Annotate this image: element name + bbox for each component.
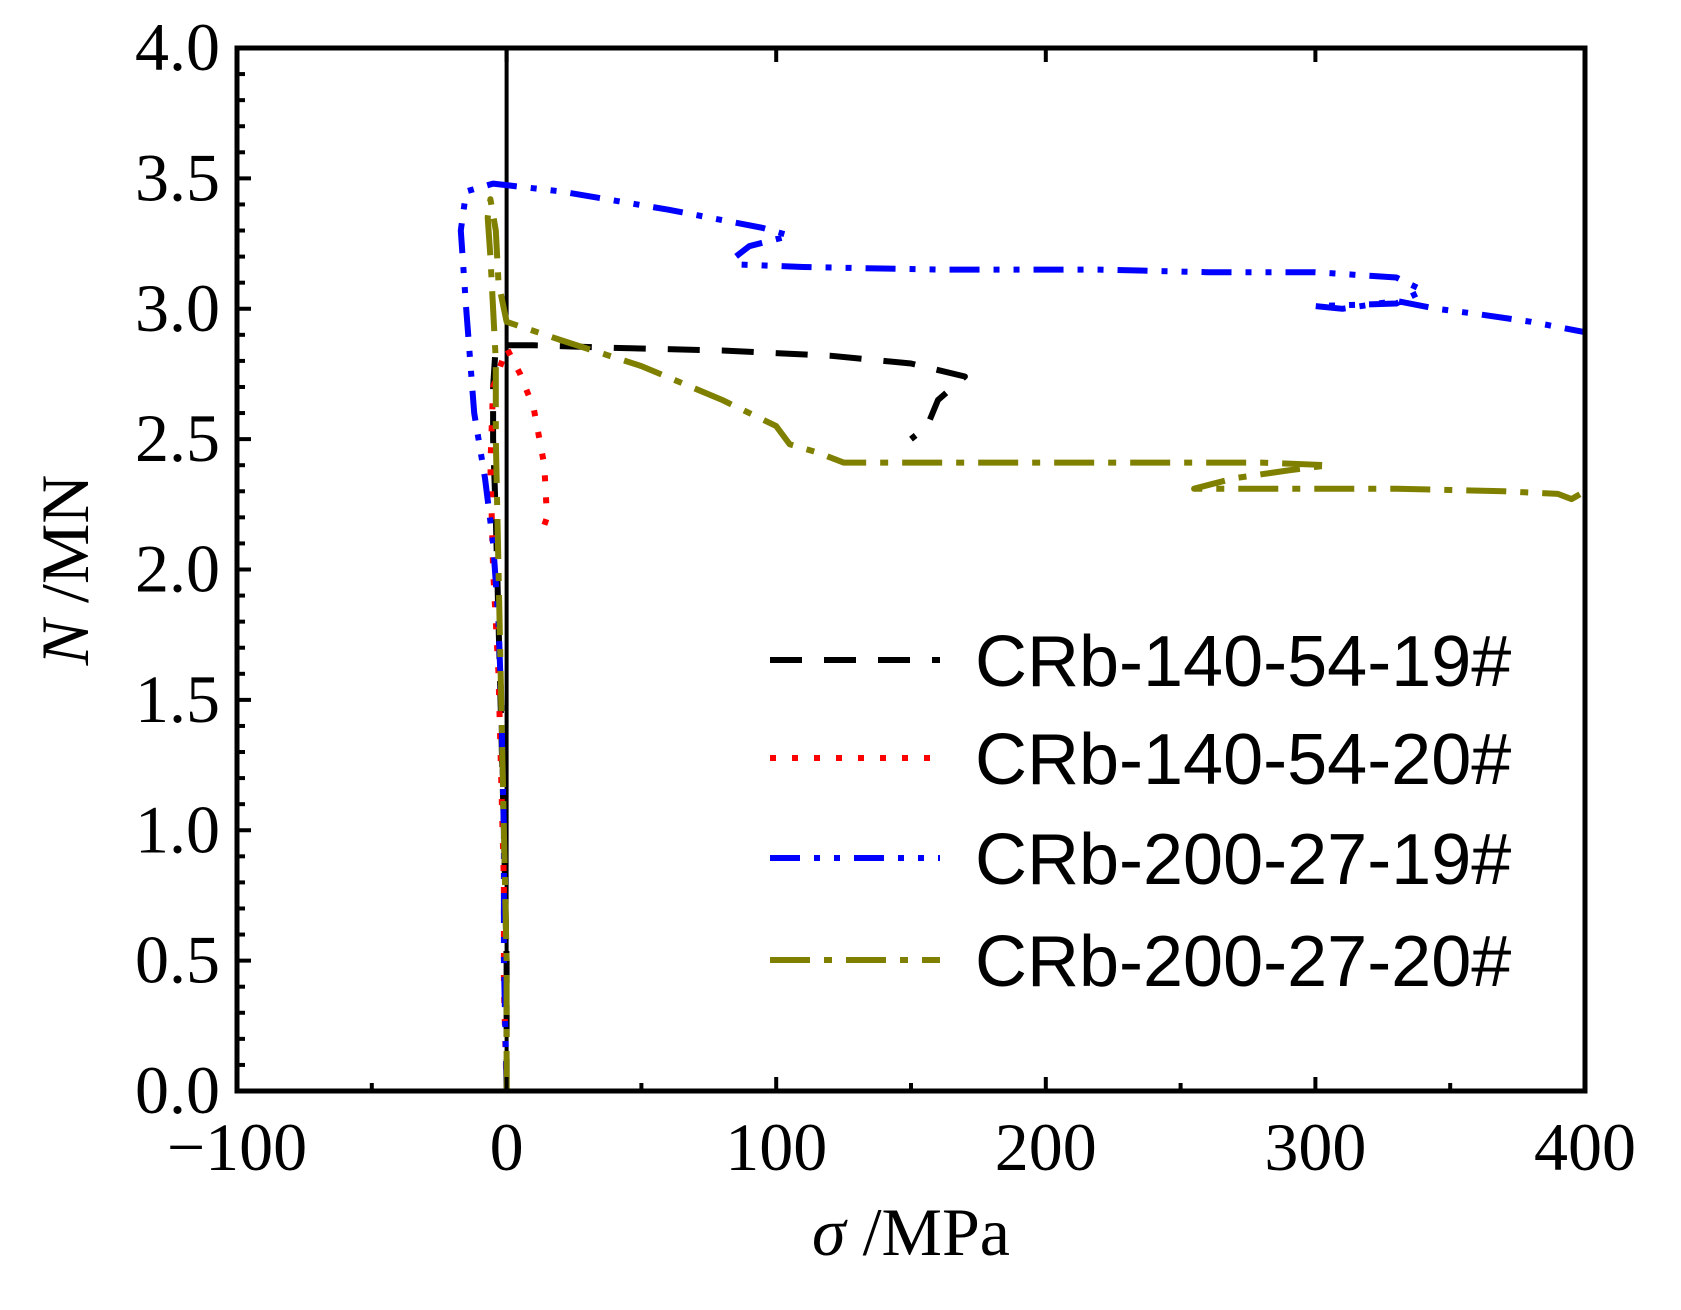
x-tick-label: 100 (725, 1109, 827, 1185)
legend-label-3: CRb-200-27-19# (975, 820, 1511, 900)
x-tick-label: 400 (1534, 1109, 1636, 1185)
y-tick-label: 3.0 (135, 270, 220, 346)
x-tick-label: 0 (490, 1109, 524, 1185)
plot-lines (457, 48, 1585, 1091)
x-axis-ticks (235, 48, 1587, 1091)
x-tick-label: 300 (1264, 1109, 1366, 1185)
x-axis-title: σ /MPa (812, 1194, 1010, 1270)
y-axis-ticks (237, 46, 251, 1093)
series-line-4 (484, 196, 1585, 1091)
x-axis-tick-labels: −100 0 100 200 300 400 (167, 1109, 1636, 1185)
y-axis-tick-labels: 0.0 0.5 1.0 1.5 2.0 2.5 3.0 3.5 4.0 (135, 9, 220, 1128)
y-tick-label: 4.0 (135, 9, 220, 85)
y-tick-label: 2.0 (135, 531, 220, 607)
series-line-1 (490, 342, 968, 1091)
legend-label-1: CRb-140-54-19# (975, 622, 1511, 702)
y-tick-label: 1.0 (135, 791, 220, 867)
x-tick-label: 200 (995, 1109, 1097, 1185)
legend-label-2: CRb-140-54-20# (975, 720, 1511, 800)
y-tick-label: 1.5 (135, 661, 220, 737)
y-axis-title: N /MN (27, 475, 103, 667)
y-tick-label: 3.5 (135, 139, 220, 215)
y-tick-label: 0.5 (135, 922, 220, 998)
y-tick-label: 0.0 (135, 1052, 220, 1128)
y-tick-label: 2.5 (135, 400, 220, 476)
series-line-2 (487, 344, 550, 1091)
legend: CRb-140-54-19# CRb-140-54-20# CRb-200-27-1… (770, 622, 1511, 1002)
series-line-3 (457, 180, 1585, 1091)
x-tick-label: −100 (167, 1109, 307, 1185)
legend-label-4: CRb-200-27-20# (975, 922, 1511, 1002)
